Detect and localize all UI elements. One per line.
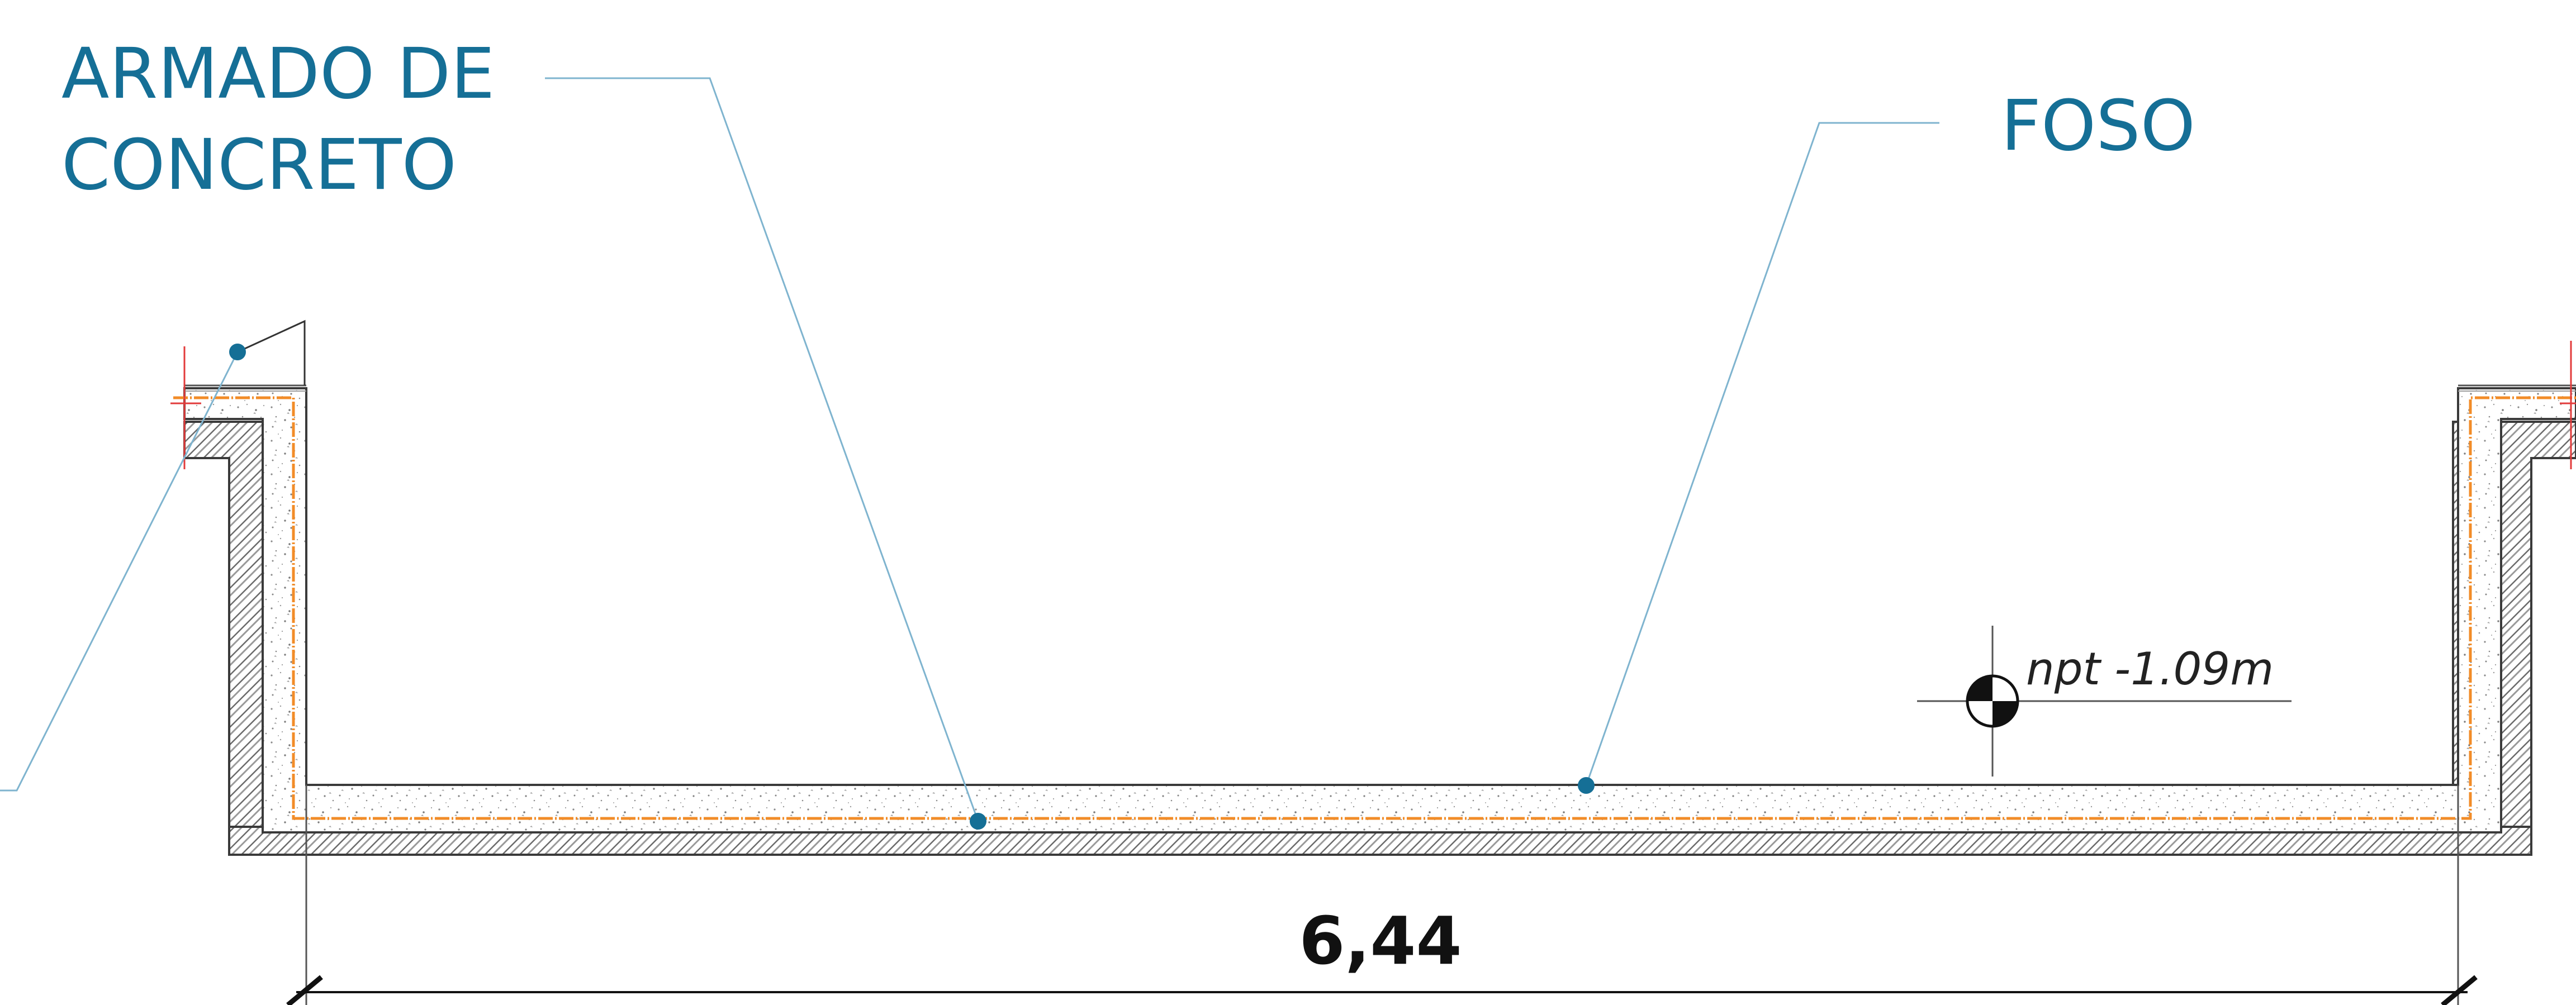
- label-rebar-line1: ARMADO DE: [61, 34, 495, 115]
- label-pit: FOSO: [2001, 85, 2195, 166]
- level-label: npt -1.09m: [2026, 643, 2274, 695]
- dimension-label: 6,44: [1299, 902, 1462, 979]
- dimension-tick-right: [2441, 975, 2478, 1005]
- concrete-wall: [183, 387, 2576, 833]
- leader-dot-rebar: [970, 813, 986, 830]
- red-cut-marks: [170, 341, 2576, 469]
- leader-dot-corner: [229, 344, 246, 360]
- level-marker-icon: [1917, 626, 2292, 777]
- rebar-line: [173, 396, 2576, 820]
- outer-hatch-left: [183, 421, 264, 833]
- label-rebar-line2: CONCRETO: [61, 125, 457, 206]
- corner-leader: [237, 320, 306, 385]
- leader-lines: [0, 77, 1939, 822]
- leader-dot-pit: [1578, 777, 1595, 794]
- dimension-tick-left: [286, 975, 323, 1005]
